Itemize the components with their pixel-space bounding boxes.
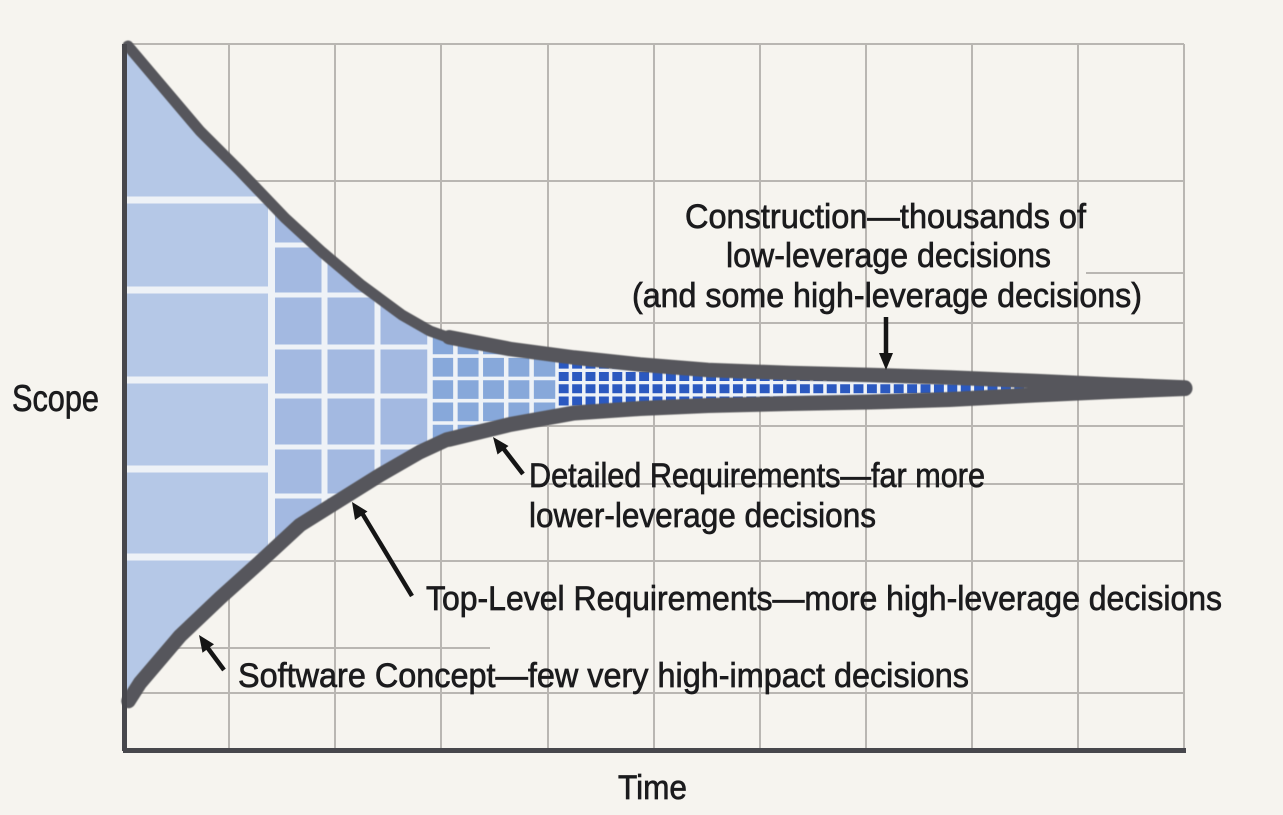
svg-text:Top-Level Requirements—more hi: Top-Level Requirements—more high-leverag… — [426, 580, 1222, 618]
svg-text:lower-leverage decisions: lower-leverage decisions — [529, 497, 876, 535]
svg-text:Scope: Scope — [12, 378, 99, 419]
svg-text:(and some high-leverage decisi: (and some high-leverage decisions) — [632, 277, 1142, 315]
svg-text:Construction—thousands of: Construction—thousands of — [685, 198, 1086, 236]
svg-text:Time: Time — [618, 769, 687, 807]
svg-text:Detailed Requirements—far more: Detailed Requirements—far more — [529, 457, 985, 495]
svg-text:Software Concept—few very high: Software Concept—few very high-impact de… — [238, 657, 969, 695]
svg-text:low-leverage decisions: low-leverage decisions — [726, 237, 1051, 275]
